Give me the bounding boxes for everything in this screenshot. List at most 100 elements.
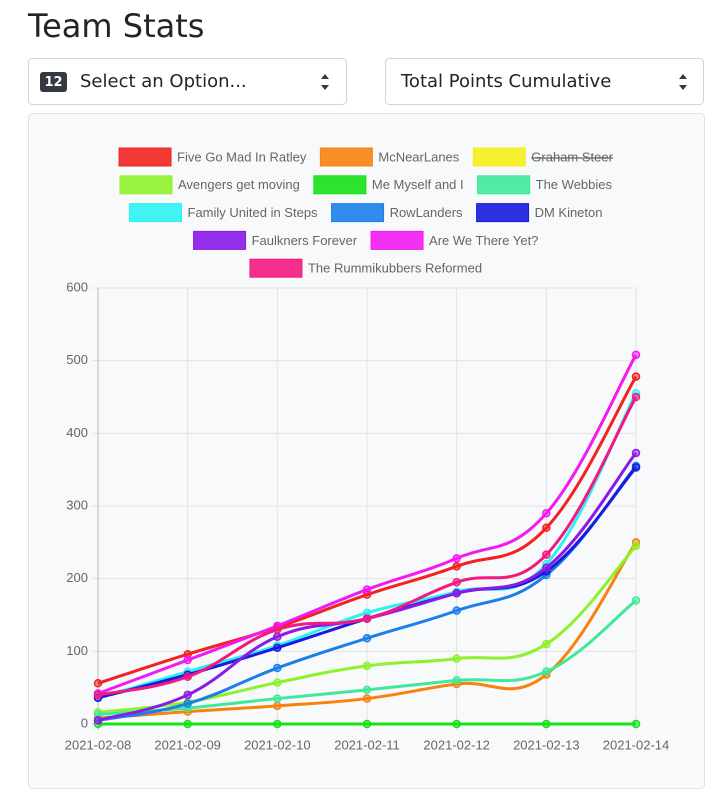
legend-swatch bbox=[129, 203, 183, 223]
data-point bbox=[452, 554, 461, 563]
legend-label: Avengers get moving bbox=[178, 177, 300, 192]
legend-label: Faulkners Forever bbox=[252, 233, 358, 248]
x-tick-label: 2021-02-14 bbox=[603, 737, 670, 752]
legend-swatch bbox=[472, 147, 526, 167]
select-box[interactable] bbox=[28, 58, 347, 105]
data-point bbox=[273, 678, 282, 687]
legend-label: Me Myself and I bbox=[372, 177, 464, 192]
legend-item[interactable]: Me Myself and I bbox=[313, 175, 464, 195]
data-point bbox=[362, 694, 372, 703]
y-tick-label: 0 bbox=[81, 715, 88, 730]
legend-item[interactable]: Five Go Mad In Ratley bbox=[118, 147, 307, 167]
legend-item[interactable]: The Rummikubbers Reformed bbox=[249, 258, 482, 278]
legend-label: RowLanders bbox=[390, 205, 463, 220]
data-point bbox=[542, 639, 551, 649]
legend-swatch bbox=[118, 147, 172, 167]
legend-swatch bbox=[476, 203, 530, 223]
data-point bbox=[542, 563, 551, 573]
data-point bbox=[542, 719, 551, 729]
data-point bbox=[631, 463, 641, 472]
data-point bbox=[452, 562, 461, 571]
data-point bbox=[183, 690, 192, 700]
data-point bbox=[93, 690, 103, 700]
data-point bbox=[631, 448, 641, 458]
y-tick-label: 300 bbox=[66, 497, 88, 512]
legend-item[interactable]: Family United in Steps bbox=[129, 203, 319, 223]
x-tick-label: 2021-02-09 bbox=[154, 737, 221, 752]
page-title: Team Stats bbox=[27, 7, 204, 45]
data-point bbox=[631, 596, 641, 605]
data-point bbox=[183, 719, 192, 729]
y-tick-label: 200 bbox=[66, 570, 88, 585]
data-point bbox=[362, 719, 372, 729]
badge bbox=[40, 72, 67, 92]
data-point bbox=[631, 392, 641, 402]
data-point bbox=[362, 661, 372, 671]
legend-item[interactable]: RowLanders bbox=[331, 203, 463, 223]
data-point bbox=[273, 694, 282, 703]
data-point bbox=[631, 372, 641, 381]
legend-label: The Webbies bbox=[536, 177, 613, 192]
data-point bbox=[273, 643, 282, 652]
legend-swatch bbox=[370, 230, 424, 250]
x-tick-label: 2021-02-11 bbox=[334, 737, 400, 752]
data-point bbox=[542, 550, 551, 559]
legend-item[interactable]: The Webbies bbox=[477, 175, 613, 195]
data-point bbox=[542, 509, 551, 518]
legend-item[interactable]: Avengers get moving bbox=[119, 175, 300, 195]
data-point bbox=[452, 588, 461, 598]
y-tick-label: 600 bbox=[66, 279, 88, 294]
legend-swatch bbox=[193, 230, 247, 250]
data-point bbox=[452, 606, 461, 615]
data-point bbox=[183, 699, 192, 708]
select-label: Select an Option... bbox=[80, 71, 247, 92]
data-point bbox=[631, 541, 641, 551]
data-point bbox=[452, 654, 461, 663]
legend-swatch bbox=[331, 203, 385, 223]
data-point bbox=[631, 719, 641, 729]
chart: Five Go Mad In Ratley McNearLanes Graham S… bbox=[65, 147, 670, 752]
data-point bbox=[452, 719, 461, 729]
data-point bbox=[273, 719, 282, 729]
data-point bbox=[93, 679, 103, 688]
select-arrow bbox=[321, 74, 329, 90]
legend-label: Family United in Steps bbox=[188, 205, 319, 220]
legend-item[interactable]: Graham Steer bbox=[472, 147, 614, 167]
legend-label: DM Kineton bbox=[535, 205, 603, 220]
data-point bbox=[362, 614, 372, 623]
data-point bbox=[362, 685, 372, 695]
data-point bbox=[183, 655, 192, 665]
legend-swatch bbox=[313, 175, 367, 195]
data-point bbox=[362, 585, 372, 594]
data-point bbox=[93, 716, 103, 725]
x-tick-label: 2021-02-08 bbox=[65, 737, 132, 752]
data-point bbox=[542, 523, 551, 533]
data-point bbox=[273, 663, 282, 673]
data-point bbox=[452, 578, 461, 587]
legend-item[interactable]: DM Kineton bbox=[476, 203, 603, 223]
data-point bbox=[273, 632, 282, 642]
data-point bbox=[273, 701, 282, 711]
option-select[interactable]: 12 Select an Option... bbox=[28, 58, 347, 105]
x-tick-label: 2021-02-12 bbox=[423, 737, 490, 752]
data-point bbox=[362, 634, 372, 643]
data-point bbox=[542, 667, 551, 676]
metric-select[interactable]: Total Points Cumulative bbox=[385, 58, 704, 105]
x-tick-label: 2021-02-13 bbox=[513, 737, 580, 752]
legend-swatch bbox=[249, 258, 303, 278]
legend-item[interactable]: Faulkners Forever bbox=[193, 230, 358, 250]
select-box[interactable] bbox=[385, 58, 704, 105]
legend-item[interactable]: McNearLanes bbox=[319, 147, 460, 167]
y-tick-label: 500 bbox=[66, 352, 88, 367]
data-point bbox=[183, 672, 192, 682]
legend-label: Are We There Yet? bbox=[429, 233, 538, 248]
select-label: Total Points Cumulative bbox=[400, 71, 611, 92]
data-point bbox=[452, 676, 461, 685]
y-tick-label: 100 bbox=[66, 643, 88, 658]
legend-swatch bbox=[319, 147, 373, 167]
legend-swatch bbox=[119, 175, 173, 195]
legend-label: The Rummikubbers Reformed bbox=[308, 261, 482, 276]
legend-item[interactable]: Are We There Yet? bbox=[370, 230, 538, 250]
legend-label: Five Go Mad In Ratley bbox=[177, 149, 307, 164]
badge-text: 12 bbox=[44, 75, 62, 90]
